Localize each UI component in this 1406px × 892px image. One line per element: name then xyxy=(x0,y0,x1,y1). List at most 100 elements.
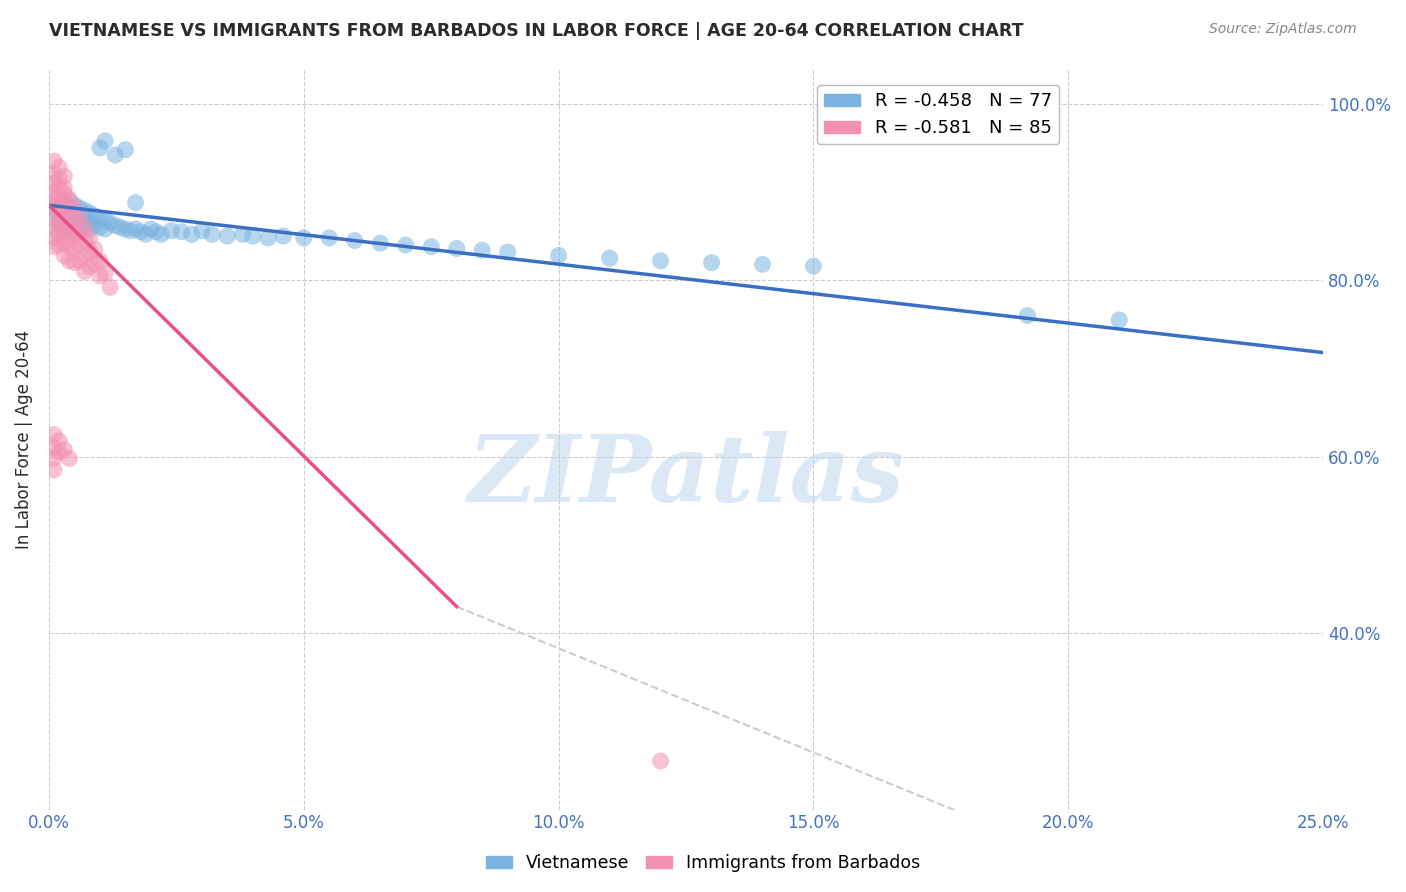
Point xyxy=(471,244,494,258)
Point xyxy=(58,240,80,254)
Point xyxy=(83,219,105,233)
Point xyxy=(79,216,101,230)
Point xyxy=(42,185,65,199)
Point xyxy=(89,141,111,155)
Point xyxy=(53,216,76,230)
Point xyxy=(53,204,76,219)
Point xyxy=(79,222,101,236)
Point xyxy=(42,240,65,254)
Point xyxy=(124,222,146,236)
Legend: R = -0.458   N = 77, R = -0.581   N = 85: R = -0.458 N = 77, R = -0.581 N = 85 xyxy=(817,85,1059,145)
Point xyxy=(1108,313,1130,327)
Point xyxy=(53,180,76,194)
Point xyxy=(217,229,239,244)
Point xyxy=(42,231,65,245)
Point xyxy=(242,229,264,244)
Point xyxy=(135,227,157,242)
Point xyxy=(343,234,366,248)
Point xyxy=(42,427,65,442)
Point xyxy=(69,225,91,239)
Point xyxy=(48,445,70,459)
Point xyxy=(150,227,173,242)
Point xyxy=(42,154,65,169)
Point xyxy=(53,207,76,221)
Point xyxy=(63,227,86,242)
Point xyxy=(53,442,76,457)
Point xyxy=(292,231,315,245)
Point xyxy=(318,231,340,245)
Point xyxy=(53,248,76,262)
Point xyxy=(73,264,96,278)
Point xyxy=(69,238,91,252)
Point xyxy=(63,240,86,254)
Point xyxy=(48,198,70,212)
Point xyxy=(273,229,295,244)
Point xyxy=(104,219,127,233)
Point xyxy=(89,268,111,283)
Point xyxy=(89,220,111,235)
Text: Source: ZipAtlas.com: Source: ZipAtlas.com xyxy=(1209,22,1357,37)
Point xyxy=(110,220,132,235)
Point xyxy=(94,213,117,227)
Point xyxy=(446,242,468,256)
Point xyxy=(145,225,167,239)
Text: VIETNAMESE VS IMMIGRANTS FROM BARBADOS IN LABOR FORCE | AGE 20-64 CORRELATION CH: VIETNAMESE VS IMMIGRANTS FROM BARBADOS I… xyxy=(49,22,1024,40)
Point xyxy=(58,220,80,235)
Point xyxy=(79,245,101,260)
Point xyxy=(58,253,80,268)
Point xyxy=(58,227,80,242)
Point xyxy=(257,231,280,245)
Point xyxy=(48,219,70,233)
Point xyxy=(83,243,105,257)
Point xyxy=(63,255,86,269)
Point xyxy=(803,259,825,273)
Point xyxy=(73,220,96,235)
Point xyxy=(79,260,101,274)
Point xyxy=(160,224,183,238)
Point xyxy=(42,211,65,226)
Point xyxy=(700,255,723,269)
Point xyxy=(114,222,136,236)
Point xyxy=(53,236,76,251)
Point xyxy=(42,176,65,190)
Point xyxy=(42,451,65,466)
Point xyxy=(69,225,91,239)
Point xyxy=(63,198,86,212)
Point xyxy=(79,206,101,220)
Point xyxy=(547,248,569,262)
Point xyxy=(94,266,117,280)
Point xyxy=(42,192,65,206)
Point xyxy=(83,209,105,223)
Point xyxy=(58,451,80,466)
Point xyxy=(58,194,80,208)
Text: ZIPatlas: ZIPatlas xyxy=(468,431,904,521)
Point xyxy=(42,198,65,212)
Point xyxy=(58,192,80,206)
Point xyxy=(73,220,96,235)
Point xyxy=(48,211,70,226)
Point xyxy=(69,253,91,268)
Point xyxy=(58,216,80,230)
Point xyxy=(170,225,193,239)
Point xyxy=(599,251,621,265)
Point xyxy=(58,211,80,226)
Point xyxy=(48,434,70,448)
Point xyxy=(83,257,105,271)
Point xyxy=(48,161,70,175)
Point xyxy=(98,216,121,230)
Point xyxy=(79,231,101,245)
Point xyxy=(180,227,202,242)
Point xyxy=(89,253,111,268)
Point xyxy=(63,201,86,215)
Point xyxy=(63,207,86,221)
Point xyxy=(73,203,96,218)
Point xyxy=(232,227,254,242)
Point xyxy=(69,210,91,224)
Point xyxy=(120,224,142,238)
Point xyxy=(420,240,443,254)
Point xyxy=(69,201,91,215)
Point xyxy=(48,219,70,233)
Point xyxy=(42,204,65,219)
Point xyxy=(48,227,70,242)
Point xyxy=(48,180,70,194)
